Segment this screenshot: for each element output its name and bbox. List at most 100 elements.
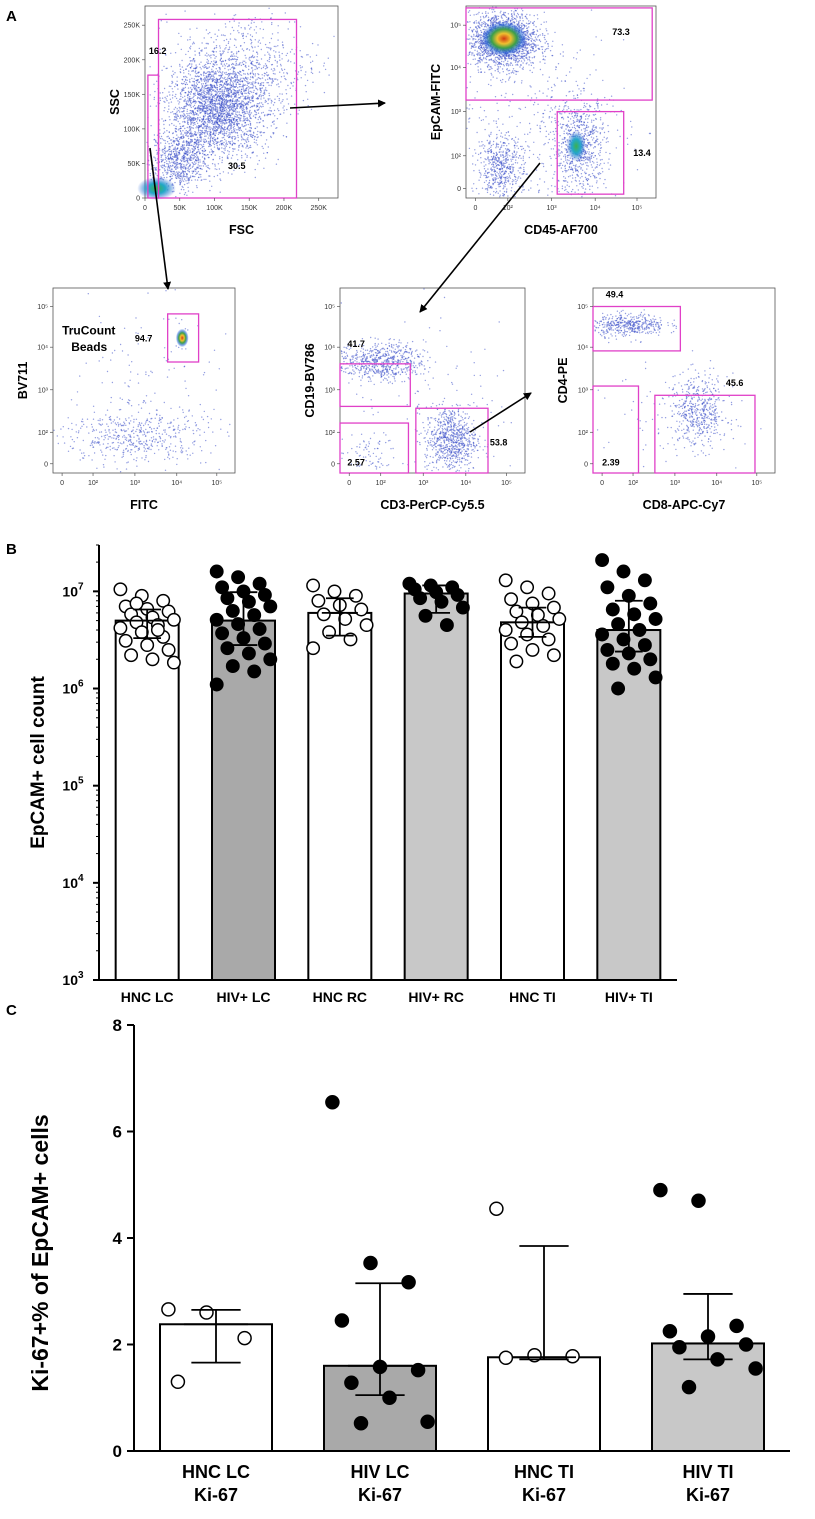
event-dot	[179, 92, 182, 94]
event-dot	[186, 173, 188, 175]
event-dot	[208, 98, 211, 100]
event-dot	[253, 56, 256, 58]
event-dot	[203, 162, 206, 164]
event-dot	[173, 148, 176, 151]
event-dot	[179, 125, 182, 128]
event-dot	[281, 41, 284, 43]
event-dot	[228, 73, 230, 75]
event-dot	[188, 141, 190, 143]
event-dot	[166, 136, 168, 138]
event-dot	[256, 89, 259, 91]
event-dot	[220, 140, 222, 142]
event-dot	[218, 99, 220, 101]
event-dot	[226, 116, 229, 118]
event-dot	[162, 174, 165, 176]
event-dot	[164, 119, 167, 122]
event-dot	[189, 176, 192, 179]
event-dot	[218, 97, 221, 99]
event-dot	[205, 140, 208, 142]
event-dot	[270, 37, 273, 40]
event-dot	[275, 45, 277, 48]
event-dot	[476, 40, 479, 42]
event-dot	[254, 109, 256, 112]
event-dot	[237, 165, 239, 167]
event-dot	[185, 53, 187, 56]
event-dot	[187, 137, 190, 140]
event-dot	[217, 81, 219, 84]
event-dot	[473, 21, 476, 23]
event-dot	[171, 132, 174, 135]
event-dot	[225, 26, 227, 28]
event-dot	[259, 115, 261, 118]
event-dot	[204, 110, 207, 113]
event-dot	[207, 78, 209, 80]
event-dot	[223, 78, 225, 80]
event-dot	[197, 159, 200, 161]
event-dot	[195, 173, 197, 176]
event-dot	[485, 14, 488, 17]
event-dot	[198, 81, 201, 83]
event-dot	[243, 114, 245, 116]
event-dot	[213, 108, 215, 111]
event-dot	[228, 65, 230, 67]
event-dot	[292, 81, 295, 84]
event-dot	[291, 48, 293, 51]
event-dot	[230, 86, 233, 89]
event-dot	[263, 65, 265, 67]
event-dot	[541, 33, 544, 35]
event-dot	[210, 103, 212, 105]
event-dot	[194, 50, 196, 52]
event-dot	[190, 131, 192, 133]
event-dot	[254, 68, 256, 71]
event-dot	[246, 155, 248, 157]
event-dot	[238, 111, 240, 113]
event-dot	[241, 92, 244, 94]
event-dot	[478, 35, 480, 37]
event-dot	[214, 86, 216, 89]
event-dot	[180, 98, 182, 100]
event-dot	[267, 78, 269, 81]
event-dot	[229, 74, 231, 76]
event-dot	[248, 93, 251, 95]
event-dot	[179, 71, 181, 73]
event-dot	[259, 63, 261, 66]
event-dot	[273, 132, 275, 134]
event-dot	[163, 152, 166, 155]
event-dot	[241, 108, 243, 110]
event-dot	[219, 106, 222, 109]
event-dot	[266, 82, 268, 84]
event-dot	[542, 52, 544, 55]
event-dot	[230, 55, 232, 58]
event-dot	[231, 131, 233, 134]
event-dot	[177, 88, 179, 90]
event-dot	[265, 65, 267, 67]
event-dot	[198, 151, 200, 153]
event-dot	[241, 62, 243, 64]
event-dot	[221, 159, 223, 161]
event-dot	[233, 148, 235, 150]
event-dot	[266, 60, 269, 62]
event-dot	[253, 105, 255, 107]
event-dot	[242, 131, 244, 133]
event-dot	[257, 63, 260, 65]
event-dot	[249, 106, 252, 109]
event-dot	[180, 136, 182, 138]
event-dot	[225, 94, 227, 96]
event-dot	[530, 51, 532, 54]
event-dot	[189, 28, 191, 30]
event-dot	[229, 128, 231, 130]
event-dot	[215, 124, 217, 126]
event-dot	[528, 33, 530, 35]
event-dot	[235, 83, 237, 86]
event-dot	[480, 18, 482, 21]
event-dot	[196, 154, 198, 156]
event-dot	[260, 98, 262, 100]
event-dot	[229, 146, 231, 149]
event-dot	[199, 96, 202, 98]
event-dot	[228, 84, 230, 86]
event-dot	[190, 122, 192, 125]
event-dot	[238, 72, 240, 75]
event-dot	[167, 163, 169, 165]
event-dot	[222, 71, 224, 73]
event-dot	[256, 109, 258, 111]
